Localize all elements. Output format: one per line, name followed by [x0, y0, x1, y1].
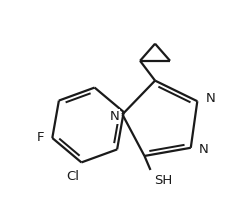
Text: Cl: Cl [66, 170, 79, 183]
Text: SH: SH [155, 175, 173, 187]
Text: F: F [37, 132, 44, 145]
Text: N: N [110, 110, 119, 123]
Text: N: N [199, 143, 209, 156]
Text: N: N [205, 92, 215, 105]
